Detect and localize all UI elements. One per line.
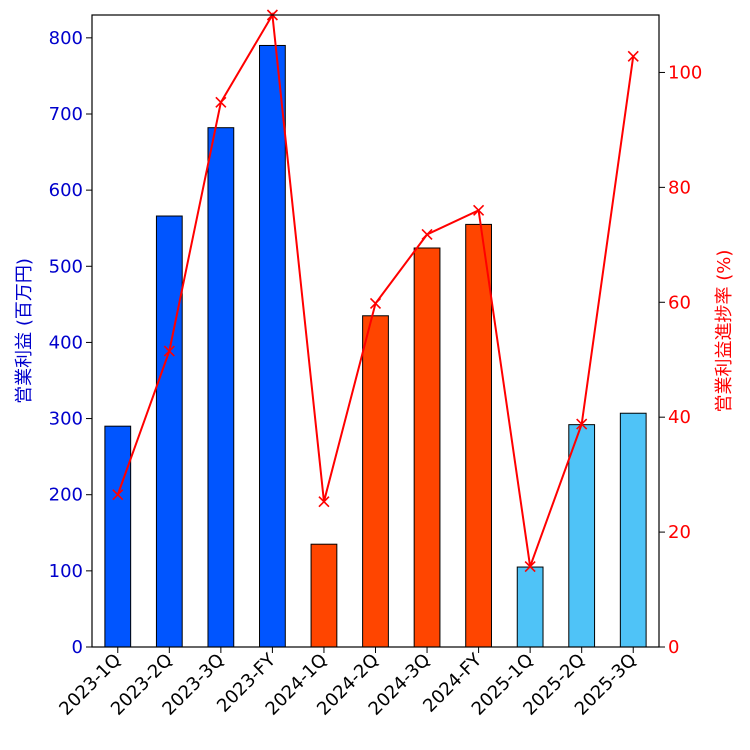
- left-tick-label: 700: [49, 104, 83, 125]
- bar-2023-FY: [259, 44, 286, 648]
- x-axis: 2023-1Q2023-2Q2023-3Q2023-FY2024-1Q2024-…: [55, 647, 641, 720]
- bar-2023-2Q: [155, 215, 183, 648]
- line-series: [112, 9, 639, 573]
- right-tick-label: 60: [668, 292, 691, 313]
- bar-2024-2Q: [362, 315, 389, 648]
- bar-2025-1Q: [516, 566, 544, 648]
- left-tick-label: 800: [49, 28, 83, 49]
- progress-marker-2025-1Q: [524, 560, 536, 573]
- progress-marker-2024-FY: [473, 204, 485, 216]
- left-tick-label: 200: [49, 485, 83, 506]
- right-tick-label: 40: [668, 407, 691, 428]
- progress-marker-2024-1Q: [318, 496, 330, 508]
- left-axis: 0 100 200 300 400 500 600 700 800: [49, 28, 92, 658]
- right-axis: 0 20 40 60 80 100: [659, 62, 702, 658]
- right-tick-label: 80: [668, 177, 691, 198]
- bar-series: [104, 44, 647, 648]
- bar-2023-3Q: [207, 127, 235, 648]
- bar-2024-3Q: [413, 247, 441, 648]
- left-axis-title: 営業利益 (百万円): [14, 258, 35, 404]
- bar-2024-1Q: [310, 543, 338, 648]
- left-tick-label: 300: [49, 409, 83, 430]
- left-tick-label: 400: [49, 332, 83, 353]
- progress-marker-2024-3Q: [421, 228, 433, 241]
- right-tick-label: 20: [668, 522, 691, 543]
- progress-marker-2023-1Q: [112, 489, 124, 501]
- right-axis-title: 営業利益進捗率 (%): [714, 250, 735, 413]
- bar-2023-1Q: [104, 425, 132, 648]
- bar-2025-2Q: [568, 424, 596, 648]
- progress-marker-2023-2Q: [163, 345, 175, 357]
- right-tick-label: 0: [668, 637, 679, 658]
- left-tick-label: 0: [72, 637, 83, 658]
- progress-marker-2025-2Q: [576, 418, 588, 430]
- bar-2024-FY: [465, 223, 492, 648]
- progress-marker-2025-3Q: [627, 50, 639, 62]
- bar-2025-3Q: [619, 412, 647, 648]
- right-tick-label: 100: [668, 62, 702, 83]
- left-tick-label: 600: [49, 180, 83, 201]
- progress-marker-2023-3Q: [215, 96, 227, 108]
- left-tick-label: 100: [49, 561, 83, 582]
- progress-marker-2024-2Q: [369, 297, 382, 309]
- left-tick-label: 500: [49, 256, 83, 277]
